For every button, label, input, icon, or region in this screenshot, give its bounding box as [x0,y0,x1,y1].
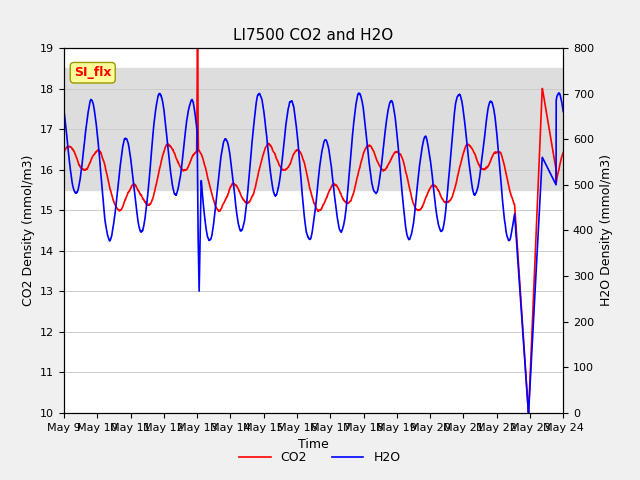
H2O [555,90,563,96]
H2O [525,410,532,416]
Bar [64,68,563,190]
CO2 [252,183,259,189]
CO2 [194,27,202,33]
H2O [60,108,68,114]
X-axis label: Time: Time [298,438,329,451]
Text: SI_flx: SI_flx [74,66,111,79]
CO2 [117,207,125,213]
Line: CO2: CO2 [64,30,563,413]
Title: LI7500 CO2 and H2O: LI7500 CO2 and H2O [234,28,394,43]
CO2 [273,157,281,163]
H2O [559,108,567,114]
H2O [550,177,557,183]
CO2 [60,149,68,155]
Line: H2O: H2O [64,93,563,413]
CO2 [550,153,557,158]
CO2 [525,410,532,416]
Y-axis label: CO2 Density (mmol/m3): CO2 Density (mmol/m3) [22,155,35,306]
Legend: CO2, H2O: CO2, H2O [234,446,406,469]
H2O [496,163,504,169]
Y-axis label: H2O Density (mmol/m3): H2O Density (mmol/m3) [600,155,612,306]
CO2 [496,150,504,156]
H2O [147,160,154,166]
H2O [117,157,125,163]
CO2 [147,201,154,207]
CO2 [559,150,567,156]
H2O [252,107,259,112]
H2O [273,190,281,196]
